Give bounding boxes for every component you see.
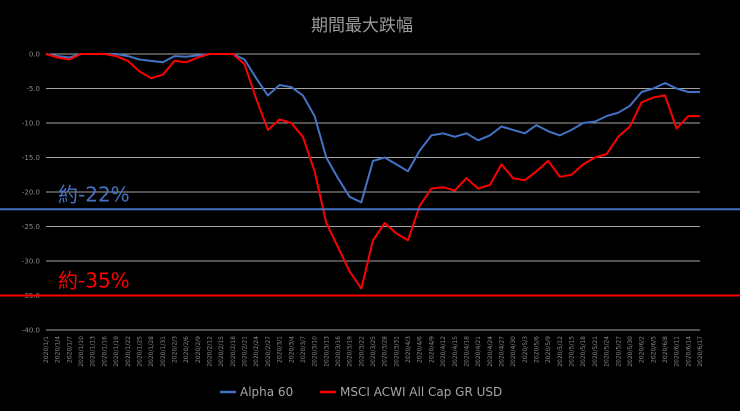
x-tick-label: 2020/1/28: [148, 336, 155, 367]
x-tick-label: 2020/4/3: [405, 336, 412, 363]
x-tick-label: 2020/6/5: [650, 336, 657, 363]
x-tick-label: 2020/5/9: [545, 336, 552, 363]
x-tick-label: 2020/5/21: [592, 336, 599, 367]
x-tick-label: 2020/5/24: [604, 336, 611, 367]
x-tick-label: 2020/6/17: [697, 336, 704, 367]
x-tick-label: 2020/1/16: [101, 336, 108, 367]
x-tick-label: 2020/1/31: [160, 336, 167, 367]
y-tick-label: -20.0: [22, 189, 40, 197]
x-tick-label: 2020/4/24: [487, 336, 494, 367]
x-tick-label: 2020/5/6: [534, 336, 541, 363]
x-tick-label: 2020/4/15: [452, 336, 459, 367]
x-tick-label: 2020/3/22: [358, 336, 365, 367]
x-tick-label: 2020/1/13: [90, 336, 97, 367]
x-tick-label: 2020/3/31: [393, 336, 400, 367]
y-tick-label: -25.0: [22, 223, 40, 231]
x-tick-label: 2020/6/2: [639, 336, 646, 363]
x-tick-label: 2020/4/12: [440, 336, 447, 367]
y-tick-label: -5.0: [26, 85, 40, 93]
x-tick-label: 2020/3/10: [312, 336, 319, 367]
y-tick-label: 0.0: [29, 51, 40, 59]
x-tick-label: 2020/2/12: [207, 336, 214, 367]
x-tick-label: 2020/3/7: [300, 336, 307, 363]
series-line-0: [45, 53, 700, 204]
x-tick-label: 2020/4/6: [417, 336, 424, 363]
x-tick-label: 2020/1/7: [66, 336, 73, 363]
gridlines: [46, 53, 700, 331]
x-tick-label: 2020/3/13: [323, 336, 330, 367]
x-tick-label: 2020/5/12: [557, 336, 564, 367]
x-tick-label: 2020/3/28: [382, 336, 389, 367]
x-tick-label: 2020/2/3: [171, 336, 178, 363]
x-tick-label: 2020/1/1: [43, 336, 50, 363]
x-tick-label: 2020/5/27: [615, 336, 622, 367]
x-tick-label: 2020/4/21: [475, 336, 482, 367]
x-tick-label: 2020/6/14: [685, 336, 692, 367]
x-tick-label: 2020/1/25: [136, 336, 143, 367]
x-tick-label: 2020/2/15: [218, 336, 225, 367]
chart-title: 期間最大跌幅: [311, 16, 413, 36]
x-tick-label: 2020/2/27: [265, 336, 272, 367]
y-tick-label: -30.0: [22, 258, 40, 266]
x-tick-label: 2020/5/30: [627, 336, 634, 367]
x-tick-label: 2020/6/8: [662, 336, 669, 363]
x-tick-label: 2020/2/6: [183, 336, 190, 363]
y-tick-label: -15.0: [22, 154, 40, 162]
legend-label: Alpha 60: [240, 385, 293, 399]
x-tick-label: 2020/4/27: [498, 336, 505, 367]
y-axis-ticks: 0.0-5.0-10.0-15.0-20.0-25.0-30.0-35.0-40…: [22, 51, 40, 335]
x-tick-label: 2020/5/15: [569, 336, 576, 367]
x-tick-label: 2020/3/4: [288, 336, 295, 363]
x-tick-label: 2020/1/10: [78, 336, 85, 367]
x-tick-label: 2020/1/19: [113, 336, 120, 367]
x-tick-label: 2020/2/9: [195, 336, 202, 363]
x-tick-label: 2020/4/18: [463, 336, 470, 367]
x-tick-label: 2020/5/18: [580, 336, 587, 367]
series-line-1: [45, 53, 700, 290]
x-tick-label: 2020/6/11: [674, 336, 681, 367]
x-tick-label: 2020/3/19: [347, 336, 354, 367]
x-axis-ticks: 2020/1/1 2020/1/4 2020/1/7 2020/1/10 2020/1/…: [43, 336, 704, 367]
legend-label: MSCI ACWI All Cap GR USD: [340, 385, 502, 399]
x-tick-label: 2020/1/22: [125, 336, 132, 367]
x-tick-label: 2020/4/9: [428, 336, 435, 363]
annotation-label: 約-22%: [58, 182, 130, 206]
x-tick-label: 2020/2/18: [230, 336, 237, 367]
series-lines: [45, 53, 700, 290]
y-tick-label: -10.0: [22, 120, 40, 128]
x-tick-label: 2020/2/21: [242, 336, 249, 367]
x-tick-label: 2020/4/30: [510, 336, 517, 367]
legend: Alpha 60 MSCI ACWI All Cap GR USD: [220, 385, 502, 399]
x-tick-label: 2020/5/3: [522, 336, 529, 363]
x-tick-label: 2020/1/4: [55, 336, 62, 363]
annotation-label: 約-35%: [58, 269, 130, 293]
x-tick-label: 2020/3/1: [277, 336, 284, 363]
x-tick-label: 2020/2/24: [253, 336, 260, 367]
x-tick-label: 2020/3/25: [370, 336, 377, 367]
x-tick-label: 2020/3/16: [335, 336, 342, 367]
annotations: 約-22% 約-35%: [0, 182, 740, 297]
y-tick-label: -40.0: [22, 327, 40, 335]
